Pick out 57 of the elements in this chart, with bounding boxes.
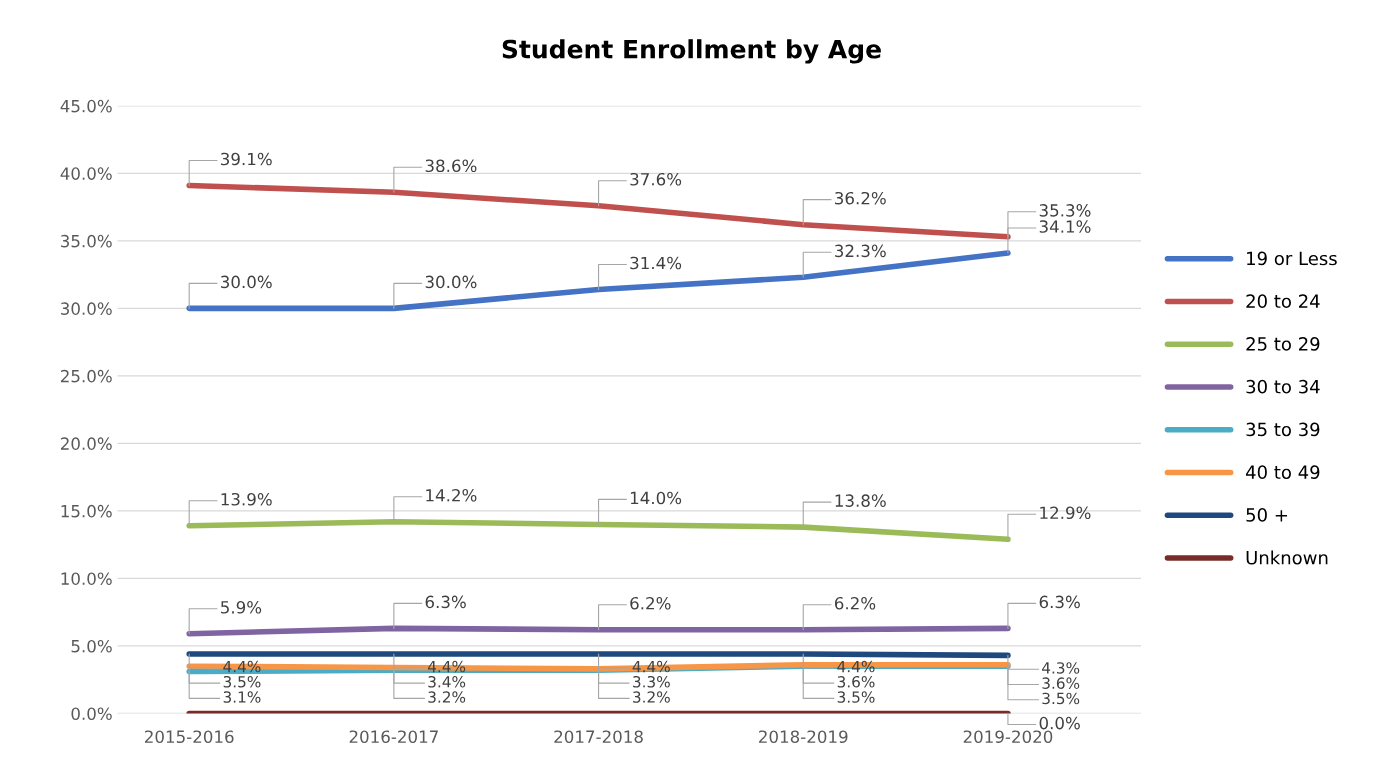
data-label: 4.3% — [1042, 662, 1080, 674]
data-label: 13.8% — [835, 494, 886, 507]
y-tick-label: 15.0% — [61, 504, 112, 518]
data-label: 36.2% — [835, 191, 886, 205]
data-label: 6.3% — [1039, 595, 1080, 609]
data-label: 3.2% — [633, 691, 670, 703]
data-label: 3.5% — [1042, 692, 1080, 705]
chart-title: Student Enrollment by Age — [502, 39, 881, 64]
data-label: 32.3% — [835, 244, 886, 258]
y-tick-label: 5.0% — [71, 639, 112, 653]
data-label: 6.2% — [834, 596, 876, 610]
data-label: 39.1% — [221, 152, 272, 166]
data-label: 14.2% — [426, 488, 477, 502]
legend-label: 35 to 39 — [1246, 422, 1320, 437]
legend-label: 25 to 29 — [1246, 337, 1320, 351]
data-label: 12.9% — [1040, 506, 1091, 520]
y-tick-label: 35.0% — [61, 234, 112, 248]
data-label: 6.2% — [630, 596, 671, 610]
y-tick-label: 0.0% — [71, 707, 112, 721]
x-tick-label: 2018-2019 — [759, 730, 848, 744]
data-label: 3.5% — [837, 691, 875, 703]
data-label: 38.6% — [425, 159, 477, 173]
data-label: 35.3% — [1039, 204, 1091, 217]
x-tick-label: 2017-2018 — [554, 730, 643, 744]
data-label: 30.0% — [425, 275, 477, 289]
y-tick-label: 45.0% — [60, 99, 112, 113]
y-tick-label: 10.0% — [61, 572, 112, 585]
data-label: 14.0% — [630, 491, 682, 505]
data-label: 34.1% — [1039, 220, 1091, 233]
data-label: 3.2% — [428, 691, 466, 703]
data-label: 0.0% — [1039, 716, 1080, 730]
legend-label: 20 to 24 — [1246, 294, 1320, 308]
data-label: 3.3% — [633, 675, 670, 688]
y-tick-label: 20.0% — [60, 437, 112, 450]
data-label: 3.4% — [428, 676, 466, 688]
data-label: 3.1% — [223, 691, 261, 703]
legend-label: 19 or Less — [1247, 251, 1337, 266]
legend-label: Unknown — [1246, 550, 1328, 565]
y-tick-label: 25.0% — [60, 369, 112, 383]
data-label: 37.6% — [630, 172, 682, 186]
data-label: 4.4% — [223, 660, 261, 673]
data-label: 3.5% — [223, 676, 261, 688]
x-tick-label: 2015-2016 — [144, 730, 234, 744]
data-label: 13.9% — [221, 492, 272, 506]
y-tick-label: 30.0% — [61, 302, 112, 315]
legend-label: 30 to 34 — [1246, 379, 1320, 394]
x-tick-label: 2016-2017 — [349, 730, 438, 744]
data-label: 5.9% — [221, 601, 262, 614]
data-label: 3.6% — [1042, 677, 1080, 689]
x-tick-label: 2019-2020 — [963, 730, 1053, 744]
data-label: 30.0% — [221, 275, 272, 289]
legend-label: 40 to 49 — [1245, 465, 1320, 480]
data-label: 6.3% — [425, 595, 466, 609]
data-label: 3.6% — [837, 676, 875, 688]
y-tick-label: 40.0% — [60, 167, 112, 180]
data-label: 31.4% — [630, 256, 682, 270]
legend-label: 50 + — [1246, 508, 1288, 522]
